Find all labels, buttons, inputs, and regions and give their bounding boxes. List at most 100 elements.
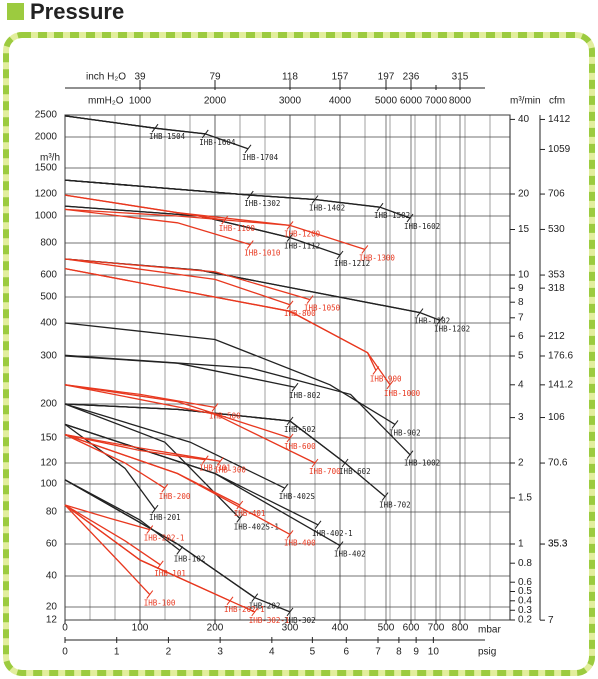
series-label: IHB-1112 <box>284 242 320 251</box>
curve-end-tick <box>336 250 344 260</box>
series-label: IHB-1504 <box>149 132 186 141</box>
curve <box>64 384 316 464</box>
curve-end-tick <box>286 607 294 617</box>
curve <box>64 433 291 535</box>
y-tick-label: 600 <box>40 270 57 281</box>
y-tick-label: 150 <box>40 433 57 444</box>
psig-tick-label: 8 <box>396 647 402 658</box>
series-label: IHB-202 <box>249 602 281 611</box>
curve-end-tick <box>246 240 254 249</box>
curve <box>64 504 161 566</box>
y2-tick-label: 1.5 <box>518 493 532 504</box>
curve-end-tick <box>286 530 294 539</box>
x-tick-label: 100 <box>132 623 149 634</box>
psig-tick-label: 1 <box>114 647 120 658</box>
curve-end-tick <box>391 420 399 429</box>
x-inch-label: inch H₂O <box>86 72 126 83</box>
y2-tick-label: 4 <box>518 379 524 390</box>
x-inch-tick-label: 197 <box>378 72 395 83</box>
series-label: IHB-600 <box>284 442 316 451</box>
x-inch-tick-label: 315 <box>452 72 469 83</box>
y3-tick-label: 7 <box>548 615 554 626</box>
frame <box>3 32 595 676</box>
curve-end-tick <box>156 560 164 570</box>
curve <box>64 479 181 551</box>
psig-label: psig <box>478 647 496 658</box>
curve <box>64 384 291 439</box>
series-label: IHB-902 <box>389 428 421 437</box>
x-label: mbar <box>478 625 501 636</box>
y2-label: m³/min <box>510 96 541 107</box>
y2-tick-label: 40 <box>518 114 530 125</box>
series-label: IHB-302 <box>284 616 316 625</box>
curve-end-tick <box>236 514 244 523</box>
curve <box>64 355 296 388</box>
y2-tick-label: 0.2 <box>518 615 532 626</box>
series-label: IHB-1212 <box>334 259 370 268</box>
series-label: IHB-400 <box>284 538 316 547</box>
y-tick-label: 120 <box>40 458 57 469</box>
y-tick-label: 2500 <box>35 110 58 121</box>
curve-end-tick <box>201 455 209 464</box>
series-label: IHB-1202 <box>434 324 470 333</box>
y2-tick-label: 0.8 <box>518 558 532 569</box>
x-mm-tick-label: 4000 <box>329 96 352 107</box>
y3-label: cfm <box>549 96 565 107</box>
curve <box>64 258 441 322</box>
psig-tick-label: 4 <box>269 647 275 658</box>
curve <box>64 403 386 498</box>
psig-tick-label: 3 <box>217 647 223 658</box>
y3-tick-label: 706 <box>548 189 565 200</box>
plot: 1220406080100120150200300400500600800100… <box>35 72 574 658</box>
curve-end-tick <box>211 403 219 412</box>
x-tick-label: 300 <box>282 623 299 634</box>
series-label: IHB-402 <box>334 550 366 559</box>
series-label: IHB-201 <box>149 513 181 522</box>
y-tick-label: 400 <box>40 318 57 329</box>
x-tick-label: 0 <box>62 623 68 634</box>
y2-tick-label: 7 <box>518 312 524 323</box>
y-tick-label: 100 <box>40 479 57 490</box>
curve <box>64 194 291 227</box>
curve-end-tick <box>146 590 154 599</box>
curve <box>64 354 411 456</box>
y-tick-label: 1000 <box>35 211 58 222</box>
curve-end-tick <box>291 382 299 392</box>
y2-tick-label: 3 <box>518 412 524 423</box>
y3-tick-label: 176.6 <box>548 351 573 362</box>
series-label: IHB-202-1 <box>224 605 265 614</box>
curve-end-tick <box>381 492 389 501</box>
y3-tick-label: 1059 <box>548 144 571 155</box>
x-tick-label: 600 <box>403 623 420 634</box>
psig-tick-label: 10 <box>428 647 440 658</box>
curve-end-tick <box>336 541 344 550</box>
x-tick-label: 700 <box>428 623 445 634</box>
y3-tick-label: 141.2 <box>548 379 573 390</box>
curve-end-tick <box>281 483 289 493</box>
curve <box>64 322 396 425</box>
y-tick-label: 500 <box>40 292 57 303</box>
series-label: IHB-1200 <box>284 229 321 238</box>
series-label: IHB-1300 <box>359 253 396 262</box>
curve-end-tick <box>286 433 294 443</box>
curve-end-tick <box>236 500 244 510</box>
curve <box>64 434 166 489</box>
x-tick-label: 500 <box>378 623 395 634</box>
series-label: IHB-102 <box>174 554 206 563</box>
curve-end-tick <box>286 300 294 310</box>
y3-tick-label: 353 <box>548 270 565 281</box>
curve-end-tick <box>244 144 252 154</box>
curve <box>64 267 391 386</box>
y3-tick-label: 35.3 <box>548 539 568 550</box>
y-tick-label: 1500 <box>35 163 58 174</box>
psig-tick-label: 5 <box>310 647 316 658</box>
y-tick-label: 60 <box>46 539 58 550</box>
x-inch-tick-label: 79 <box>209 72 221 83</box>
y3-tick-label: 35.3 <box>548 539 568 550</box>
curve <box>64 423 341 547</box>
series-label: IHB-1704 <box>242 153 279 162</box>
y-tick-label: 300 <box>40 351 57 362</box>
x-mm-tick-label: 2000 <box>204 96 227 107</box>
series-label: IHB-1604 <box>199 138 236 147</box>
curve <box>64 403 286 489</box>
